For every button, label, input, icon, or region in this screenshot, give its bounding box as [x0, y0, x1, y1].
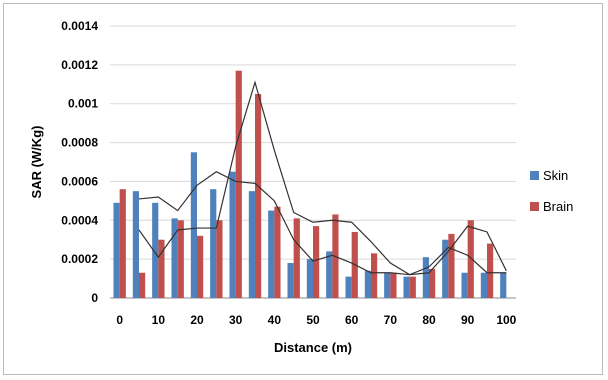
bar-skin	[345, 276, 352, 298]
bar-brain	[216, 220, 223, 298]
trendline-brain	[138, 80, 507, 276]
bar-brain	[119, 189, 126, 298]
trendline-skin	[138, 171, 507, 276]
y-tick-label: 0	[91, 291, 98, 305]
bar-skin	[210, 189, 217, 298]
bar-skin	[229, 171, 236, 298]
bar-brain	[429, 268, 436, 298]
y-axis-label: SAR (W/Kg)	[29, 126, 44, 199]
bar-brain	[448, 233, 455, 298]
bar-skin	[268, 210, 275, 298]
x-axis-label: Distance (m)	[274, 340, 352, 355]
bar-brain	[390, 272, 397, 298]
bar-brain	[487, 243, 494, 298]
bar-skin	[171, 218, 178, 298]
y-tick-label: 0.0006	[61, 174, 98, 188]
x-tick-label: 40	[268, 313, 282, 327]
bar-brain	[274, 206, 281, 298]
bar-brain	[197, 235, 204, 298]
x-tick-label: 80	[422, 313, 436, 327]
y-tick-label: 0.0002	[61, 252, 98, 266]
x-tick-label: 100	[496, 313, 516, 327]
y-tick-label: 0.0004	[61, 213, 98, 227]
bar-brain	[371, 253, 378, 298]
y-tick-labels: 0 0.0002 0.0004 0.0006 0.0008 0.001 0.0012 0.00…	[61, 19, 98, 305]
bar-skin	[480, 272, 487, 298]
legend-label-skin: Skin	[543, 168, 568, 183]
bar-brain	[177, 220, 184, 298]
x-tick-label: 10	[152, 313, 166, 327]
x-tick-label: 90	[461, 313, 475, 327]
bar-brain	[235, 70, 242, 298]
bar-skin	[190, 152, 197, 298]
bar-skin	[384, 272, 391, 298]
bar-skin	[500, 272, 507, 298]
bar-skin	[152, 202, 159, 298]
bar-brain	[158, 239, 165, 298]
x-tick-labels: 0 10 20 30 40 50 60 70 80 90 100	[116, 313, 516, 327]
legend-label-brain: Brain	[543, 199, 573, 214]
x-tick-label: 70	[384, 313, 398, 327]
bar-skin	[248, 191, 255, 298]
bar-skin	[132, 191, 139, 298]
bar-skin	[306, 259, 313, 298]
legend-swatch-skin	[530, 171, 539, 180]
y-tick-label: 0.0012	[61, 58, 98, 72]
bar-skin	[364, 270, 371, 298]
bar-brain	[467, 220, 474, 298]
bars	[113, 70, 507, 298]
x-tick-label: 20	[190, 313, 204, 327]
legend: Skin Brain	[530, 168, 573, 214]
bar-skin	[461, 272, 468, 298]
bar-brain	[409, 276, 416, 298]
y-tick-label: 0.0008	[61, 136, 98, 150]
x-tick-label: 30	[229, 313, 243, 327]
bar-brain	[255, 94, 262, 298]
bar-skin	[422, 257, 429, 298]
trendlines	[138, 80, 507, 276]
bar-skin	[326, 251, 333, 298]
y-tick-label: 0.0014	[61, 19, 98, 33]
bar-brain	[313, 226, 320, 298]
x-tick-label: 50	[306, 313, 320, 327]
bar-skin	[287, 263, 294, 298]
y-tick-label: 0.001	[68, 97, 98, 111]
x-tick-label: 0	[116, 313, 123, 327]
bar-brain	[293, 218, 300, 298]
bar-brain	[139, 272, 146, 298]
bar-skin	[113, 202, 120, 298]
x-tick-label: 60	[345, 313, 359, 327]
legend-swatch-brain	[530, 202, 539, 211]
bar-skin	[403, 276, 410, 298]
bar-skin	[442, 239, 449, 298]
